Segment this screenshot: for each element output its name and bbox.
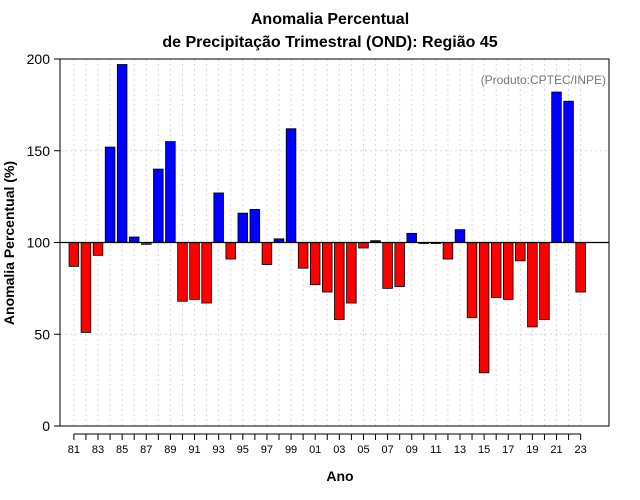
chart-title: Anomalia Percentual bbox=[251, 11, 409, 28]
x-tick-label: 23 bbox=[575, 444, 587, 456]
bar-2007 bbox=[382, 242, 393, 289]
bar-1994 bbox=[225, 242, 236, 260]
bar-1999 bbox=[285, 128, 297, 243]
x-tick-label: 15 bbox=[478, 444, 490, 456]
x-axis-label: Ano bbox=[326, 468, 353, 484]
y-tick-label: 150 bbox=[27, 143, 51, 159]
x-tick-label: 19 bbox=[526, 444, 538, 456]
x-tick-label: 99 bbox=[285, 444, 297, 456]
x-tick-label: 01 bbox=[309, 444, 321, 456]
bar-2020 bbox=[539, 242, 550, 320]
bar-2004 bbox=[346, 242, 357, 304]
source-annotation: (Produto:CPTEC/INPE) bbox=[481, 73, 606, 87]
bar-2003 bbox=[334, 242, 345, 320]
x-tick-label: 21 bbox=[550, 444, 562, 456]
bar-2012 bbox=[442, 242, 454, 260]
bar-1988 bbox=[153, 168, 164, 243]
bar-2000 bbox=[297, 242, 309, 269]
bar-2014 bbox=[466, 242, 478, 319]
x-tick-label: 95 bbox=[237, 444, 249, 456]
x-tick-label: 13 bbox=[454, 444, 466, 456]
y-tick-label: 0 bbox=[42, 418, 50, 434]
y-tick-label: 100 bbox=[27, 235, 51, 251]
x-tick-label: 17 bbox=[502, 444, 514, 456]
y-tick-label: 50 bbox=[34, 326, 50, 342]
bar-1986 bbox=[128, 236, 140, 243]
bar-1997 bbox=[261, 242, 273, 265]
bar-1989 bbox=[165, 141, 176, 243]
x-tick-label: 83 bbox=[92, 444, 104, 456]
chart-subtitle: de Precipitação Trimestral (OND): Região… bbox=[162, 34, 497, 51]
bar-2002 bbox=[322, 242, 333, 293]
x-tick-label: 89 bbox=[164, 444, 176, 456]
x-tick-label: 05 bbox=[357, 444, 369, 456]
bar-2023 bbox=[575, 242, 586, 293]
bar-2018 bbox=[515, 242, 526, 262]
bar-1990 bbox=[177, 242, 188, 302]
bar-1983 bbox=[92, 242, 104, 256]
y-axis-label: Anomalia Percentual (%) bbox=[1, 161, 17, 325]
bar-1982 bbox=[80, 242, 92, 333]
bar-1996 bbox=[249, 209, 261, 243]
x-axis: 81 83 85 87 89 91 93 95 97 99 01 03 05 07 09 11 13 15 17 19… bbox=[68, 433, 587, 456]
bar-1985 bbox=[116, 64, 128, 243]
bar-2001 bbox=[309, 242, 321, 286]
bar-2005 bbox=[358, 242, 369, 249]
x-tick-label: 07 bbox=[381, 444, 393, 456]
x-tick-label: 97 bbox=[261, 444, 273, 456]
bar-1991 bbox=[189, 242, 200, 300]
bar-2022 bbox=[563, 100, 574, 243]
bar-1984 bbox=[104, 146, 116, 243]
x-tick-label: 81 bbox=[68, 444, 80, 456]
bar-2015 bbox=[478, 242, 490, 374]
bar-2013 bbox=[454, 229, 466, 243]
bar-2019 bbox=[527, 242, 538, 328]
bars bbox=[68, 64, 586, 374]
y-tick-label: 200 bbox=[27, 51, 51, 67]
bar-2008 bbox=[394, 242, 405, 287]
x-tick-label: 93 bbox=[213, 444, 225, 456]
bar-1995 bbox=[237, 212, 249, 243]
bar-2016 bbox=[490, 242, 502, 298]
x-tick-label: 87 bbox=[140, 444, 152, 456]
x-tick-label: 91 bbox=[188, 444, 200, 456]
bar-2009 bbox=[406, 232, 417, 243]
bar-1993 bbox=[213, 192, 224, 243]
x-tick-label: 11 bbox=[430, 444, 441, 456]
bar-2021 bbox=[551, 91, 562, 243]
bar-2017 bbox=[503, 242, 514, 300]
x-tick-label: 85 bbox=[116, 444, 128, 456]
grid bbox=[60, 58, 609, 427]
y-axis: 0 50 100 150 200 bbox=[27, 51, 60, 434]
bar-1981 bbox=[68, 242, 80, 267]
bar-1992 bbox=[201, 242, 212, 304]
x-tick-label: 09 bbox=[406, 444, 418, 456]
x-tick-label: 03 bbox=[333, 444, 345, 456]
